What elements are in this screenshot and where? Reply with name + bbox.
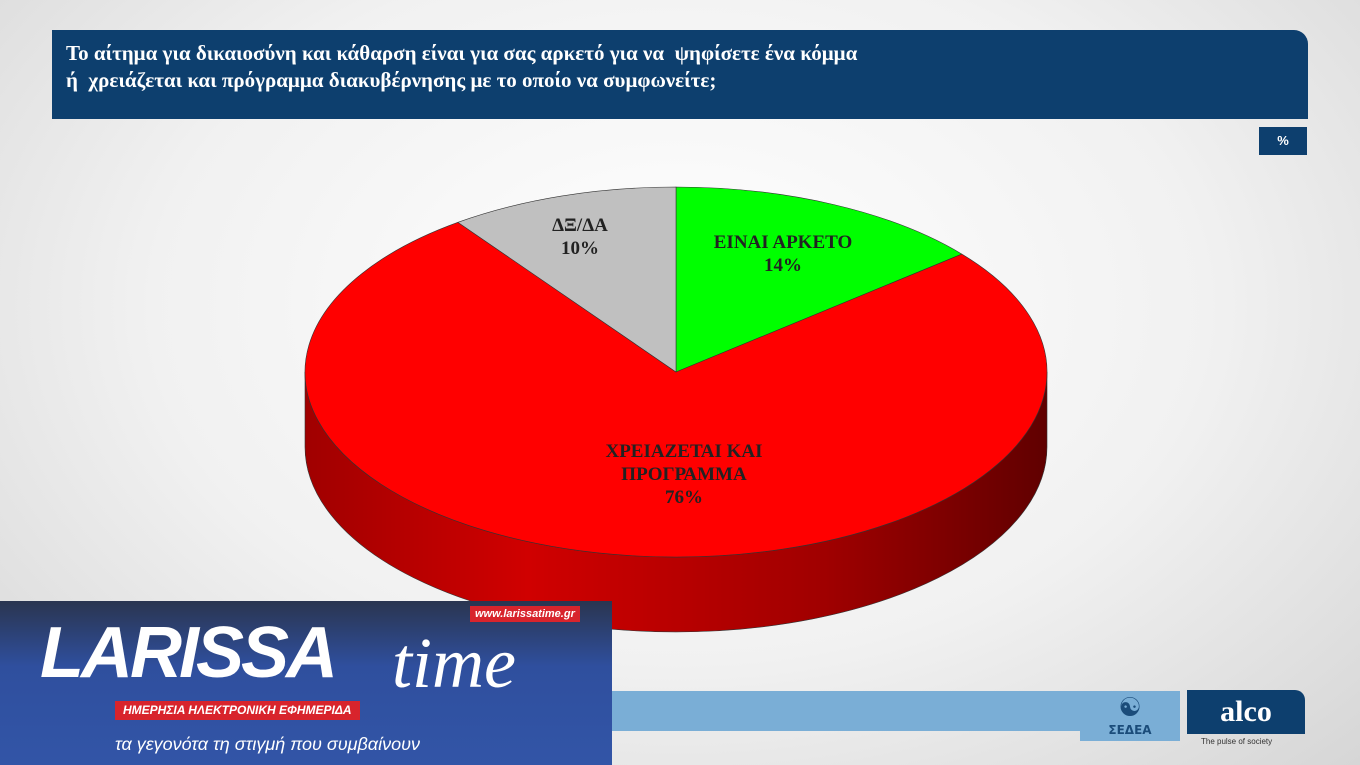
slice-label-program: ΧΡΕΙΑΖΕΤΑΙ ΚΑΙ ΠΡΟΓΡΑΜΜΑ 76% (605, 441, 763, 508)
alco-logo: alco The pulse of society (1187, 690, 1305, 746)
sedea-logo: ☯ ΣΕΔΕΑ (1080, 691, 1180, 741)
pie-slice-1 (304, 221, 1048, 558)
question-title: Το αίτημα για δικαιοσύνη και κάθαρση είν… (52, 30, 1308, 119)
title-line-2: ή χρειάζεται και πρόγραμμα διακυβέρνησης… (66, 68, 717, 92)
people-icon: ☯ (1118, 693, 1142, 723)
footer-band (600, 691, 1080, 731)
pie-slice-2 (457, 186, 677, 373)
unit-badge: % (1259, 127, 1307, 155)
slice-label-enough: ΕΙΝΑΙ ΑΡΚΕΤΟ 14% (713, 232, 853, 276)
slice-label-dk: ΔΞ/ΔΑ 10% (552, 215, 608, 259)
title-line-1: Το αίτημα για δικαιοσύνη και κάθαρση είν… (66, 41, 858, 65)
larissatime-watermark: LARISSA time www.larissatime.gr ΗΜΕΡΗΣΙΑ… (0, 601, 612, 765)
pie-slice-0 (675, 186, 963, 373)
